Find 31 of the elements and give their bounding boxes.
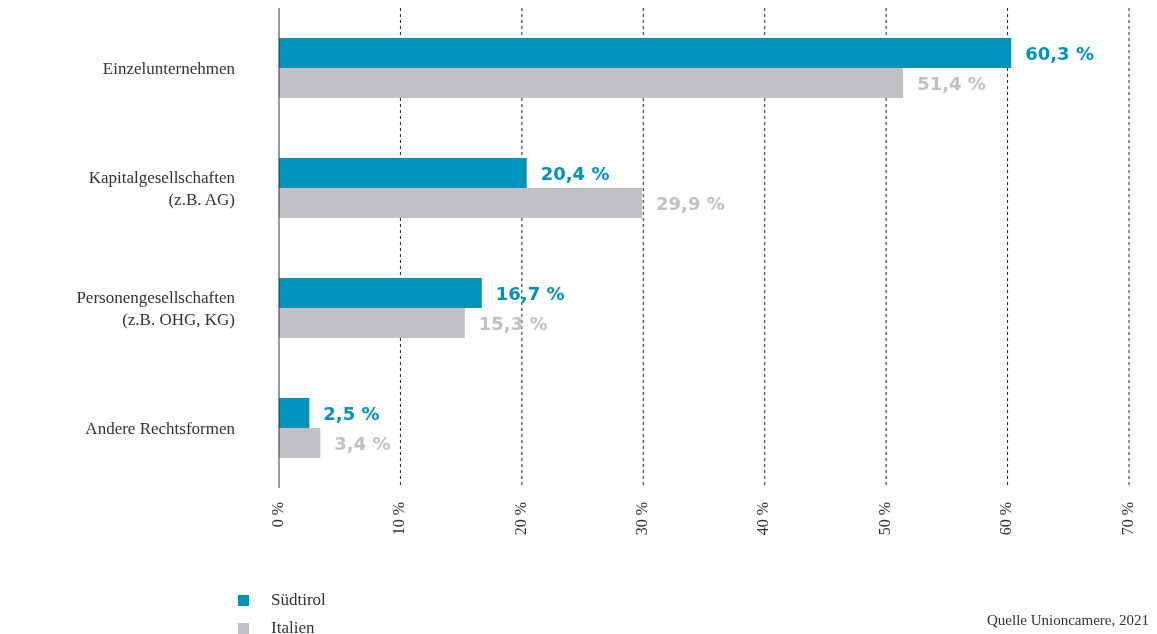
data-label: 29,9 % bbox=[656, 192, 725, 214]
data-label: 51,4 % bbox=[917, 72, 986, 94]
y-tick-label: Einzelunternehmen bbox=[102, 59, 236, 78]
legend-label: Italien bbox=[271, 618, 315, 634]
bar bbox=[279, 308, 465, 338]
bar bbox=[279, 428, 321, 458]
x-tick-label: 60 % bbox=[997, 502, 1015, 536]
x-tick-label: 70 % bbox=[1118, 502, 1136, 536]
x-tick-label: 0 % bbox=[268, 502, 286, 528]
y-tick-label: Andere Rechtsformen bbox=[85, 419, 236, 438]
data-label: 60,3 % bbox=[1025, 42, 1094, 64]
x-tick-label: 20 % bbox=[511, 502, 529, 536]
bar bbox=[279, 158, 527, 188]
data-label: 15,3 % bbox=[478, 312, 548, 334]
y-tick-label: Personengesellschaften (z.B. OHG, KG) bbox=[76, 288, 236, 329]
bar bbox=[279, 278, 482, 308]
x-tick-label: 10 % bbox=[390, 502, 408, 536]
data-label: 16,7 % bbox=[495, 282, 565, 304]
source-note: Quelle Unioncamere, 2021 bbox=[986, 612, 1149, 629]
x-tick-label: 30 % bbox=[632, 502, 650, 536]
bar bbox=[279, 398, 310, 428]
bar bbox=[279, 188, 643, 218]
x-tick-label: 40 % bbox=[754, 502, 772, 536]
legend-label: Südtirol bbox=[271, 590, 326, 610]
data-label: 20,4 % bbox=[540, 162, 610, 184]
bar bbox=[279, 38, 1012, 68]
bar bbox=[279, 68, 904, 98]
x-tick-label: 50 % bbox=[875, 502, 893, 536]
y-tick-label: Kapitalgesellschaften (z.B. AG) bbox=[88, 168, 236, 209]
data-label: 2,5 % bbox=[323, 402, 380, 424]
data-label: 3,4 % bbox=[334, 432, 391, 454]
